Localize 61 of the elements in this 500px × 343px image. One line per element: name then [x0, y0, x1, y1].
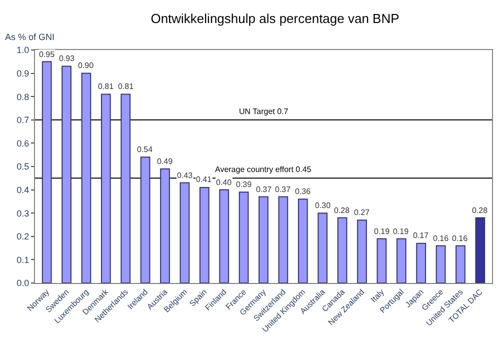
bar	[140, 156, 150, 283]
text: 0.0	[16, 278, 30, 288]
bar	[456, 245, 466, 283]
bar	[199, 186, 210, 283]
bar	[396, 238, 406, 283]
data-label: 0.81	[118, 82, 134, 91]
bar	[42, 61, 52, 283]
bar	[298, 198, 308, 283]
ref-line-label: Average country effort 0.45	[215, 165, 312, 174]
text: 0.2	[16, 232, 30, 242]
data-label: 0.16	[433, 234, 450, 243]
data-label: 0.43	[177, 171, 194, 180]
text: 0.9	[16, 68, 30, 78]
data-label: 0.37	[256, 185, 272, 194]
y-axis-title: As % of GNI	[5, 32, 55, 42]
bar	[278, 196, 288, 283]
text: 1.0	[16, 45, 30, 56]
data-label: 0.16	[452, 234, 468, 243]
text: 0.1	[16, 254, 30, 265]
data-label: 0.90	[78, 61, 94, 70]
text: 0.7	[16, 115, 30, 126]
bar	[357, 220, 367, 283]
text: 0.5	[16, 162, 30, 172]
bar	[120, 94, 131, 283]
text: 0.6	[16, 138, 30, 148]
text: 0.3	[16, 208, 30, 218]
data-label: 0.17	[413, 231, 430, 240]
data-label: 0.49	[157, 157, 174, 166]
chart-title: Ontwikkelingshulp als percentage van BNP	[150, 10, 400, 26]
data-label: 0.81	[98, 82, 114, 91]
data-label: 0.54	[137, 145, 154, 154]
bar	[475, 217, 486, 283]
bar	[376, 238, 387, 283]
bar	[81, 72, 92, 283]
data-label: 0.27	[354, 208, 370, 217]
bar	[416, 242, 426, 283]
data-label: 0.36	[295, 187, 312, 196]
text: 0.4	[16, 184, 30, 195]
data-label: 0.95	[39, 50, 56, 59]
data-label: 0.41	[196, 175, 212, 184]
bar	[62, 66, 72, 283]
data-label: 0.28	[334, 206, 350, 215]
ref-line-label: UN Target 0.7	[239, 107, 289, 116]
bar	[436, 245, 446, 283]
data-label: 0.39	[236, 180, 252, 189]
bar	[337, 217, 348, 283]
bar	[219, 189, 230, 283]
data-label: 0.19	[393, 227, 410, 236]
data-label: 0.40	[216, 178, 232, 187]
bar	[100, 94, 111, 283]
bar	[318, 212, 328, 283]
data-label: 0.37	[275, 185, 292, 194]
bar	[238, 192, 249, 283]
text: 0.8	[16, 92, 30, 102]
data-label: 0.93	[59, 54, 76, 63]
bar	[160, 168, 170, 283]
data-label: 0.19	[374, 227, 390, 236]
data-label: 0.30	[315, 201, 332, 210]
bar	[180, 182, 190, 283]
bar	[258, 196, 268, 283]
data-label: 0.28	[472, 206, 488, 215]
